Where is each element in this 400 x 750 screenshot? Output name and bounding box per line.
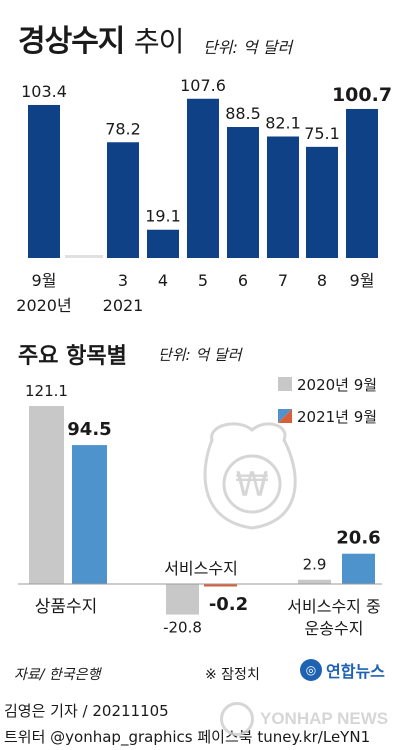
legend-swatch [278, 377, 292, 391]
x-tick-label-chart1: 9월 [32, 271, 57, 290]
data-label-chart2: 94.5 [67, 419, 111, 440]
bar-chart1 [306, 146, 338, 258]
bar-chart2 [298, 579, 331, 584]
data-label-chart1: 82.1 [265, 113, 301, 132]
x-tick-label-chart1: 6 [238, 271, 248, 290]
x-tick-sublabel-chart1: 2020년 [16, 296, 71, 315]
x-tick-label-chart1: 9월 [350, 271, 375, 290]
bar-chart2 [29, 405, 64, 584]
data-label-chart1: 103.4 [21, 82, 67, 101]
data-label-chart1: 100.7 [332, 84, 392, 106]
x-tick-label-chart1: 4 [158, 271, 168, 290]
data-label-chart2: -20.8 [163, 619, 202, 637]
note-text: ※ 잠정치 [205, 667, 260, 683]
category-label-chart2: 서비스수지 [164, 559, 238, 578]
bar-chart1 [187, 98, 219, 258]
won-sign-icon: ₩ [235, 465, 269, 505]
bar-chart2 [342, 553, 375, 584]
infographic-panel: 경상수지 추이 단위: 억 달러 주요 항목별 단위: 억 달러 103.4 78… [14, 16, 393, 683]
chart2-unit: 단위: 억 달러 [158, 346, 242, 364]
yonhap-logo-icon: ◎ [300, 659, 322, 681]
data-label-chart2: -0.2 [209, 594, 248, 615]
charts-canvas: 103.4 78.2 19.1 107.6 88.5 82.175.1 100.7 9월 202… [16, 76, 392, 638]
data-label-chart2: 121.1 [25, 382, 68, 400]
bar-chart1 [227, 127, 259, 259]
legend-label: 2021년 9월 [297, 408, 377, 426]
legend-label: 2020년 9월 [297, 376, 377, 394]
axis-gap-segment [65, 255, 103, 258]
data-label-chart1: 88.5 [225, 104, 261, 123]
category-label-chart2: 서비스수지 중 운송수지 [287, 597, 380, 638]
x-tick-label-chart1: 3 [118, 271, 128, 290]
legend-swatch [278, 409, 292, 423]
title-light: 추이 [133, 25, 185, 58]
bar-chart1 [346, 108, 378, 259]
coin-icon [222, 454, 282, 514]
bar-chart1 [107, 142, 139, 258]
bar-chart2 [166, 584, 199, 615]
watermark-icon [220, 702, 254, 736]
credit-line-1: 김영은 기자 / 20211105 [4, 702, 169, 720]
bar-chart1 [28, 104, 60, 258]
bar-chart2 [72, 445, 107, 584]
chart2-title: 주요 항목별 [18, 344, 127, 369]
title-bold: 경상수지 [18, 24, 125, 59]
x-tick-label-chart1: 7 [278, 271, 288, 290]
source-text: 자료/ 한국은행 [14, 667, 101, 683]
data-label-chart1: 19.1 [145, 207, 181, 226]
x-tick-sublabel-chart1: 2021 [103, 296, 144, 315]
data-label-chart1: 78.2 [105, 119, 141, 138]
chart1-unit: 단위: 억 달러 [203, 38, 293, 57]
yonhap-logo-text: 연합뉴스 [326, 662, 385, 681]
x-tick-label-chart1: 5 [198, 271, 208, 290]
x-tick-label-chart1: 8 [317, 271, 327, 290]
data-label-chart1: 75.1 [304, 124, 340, 143]
data-label-chart1: 107.6 [180, 76, 226, 95]
data-label-chart2: 2.9 [303, 556, 327, 574]
chart1-title: 경상수지 추이 [18, 16, 185, 60]
money-bag-illustration [203, 422, 297, 530]
category-label-chart2: 상품수지 [35, 597, 98, 617]
data-label-chart2: 20.6 [336, 528, 380, 549]
yonhap-watermark: YONHAP NEWS [220, 702, 388, 736]
bar-chart1 [267, 136, 299, 258]
watermark-text: YONHAP NEWS [260, 709, 389, 728]
yonhap-logo: ◎ 연합뉴스 [300, 658, 385, 682]
bar-chart2 [204, 584, 237, 587]
bar-chart1 [147, 229, 179, 258]
credit-line-2: 트위터 @yonhap_graphics 페이스북 tuney.kr/LeYN1 [4, 728, 371, 746]
